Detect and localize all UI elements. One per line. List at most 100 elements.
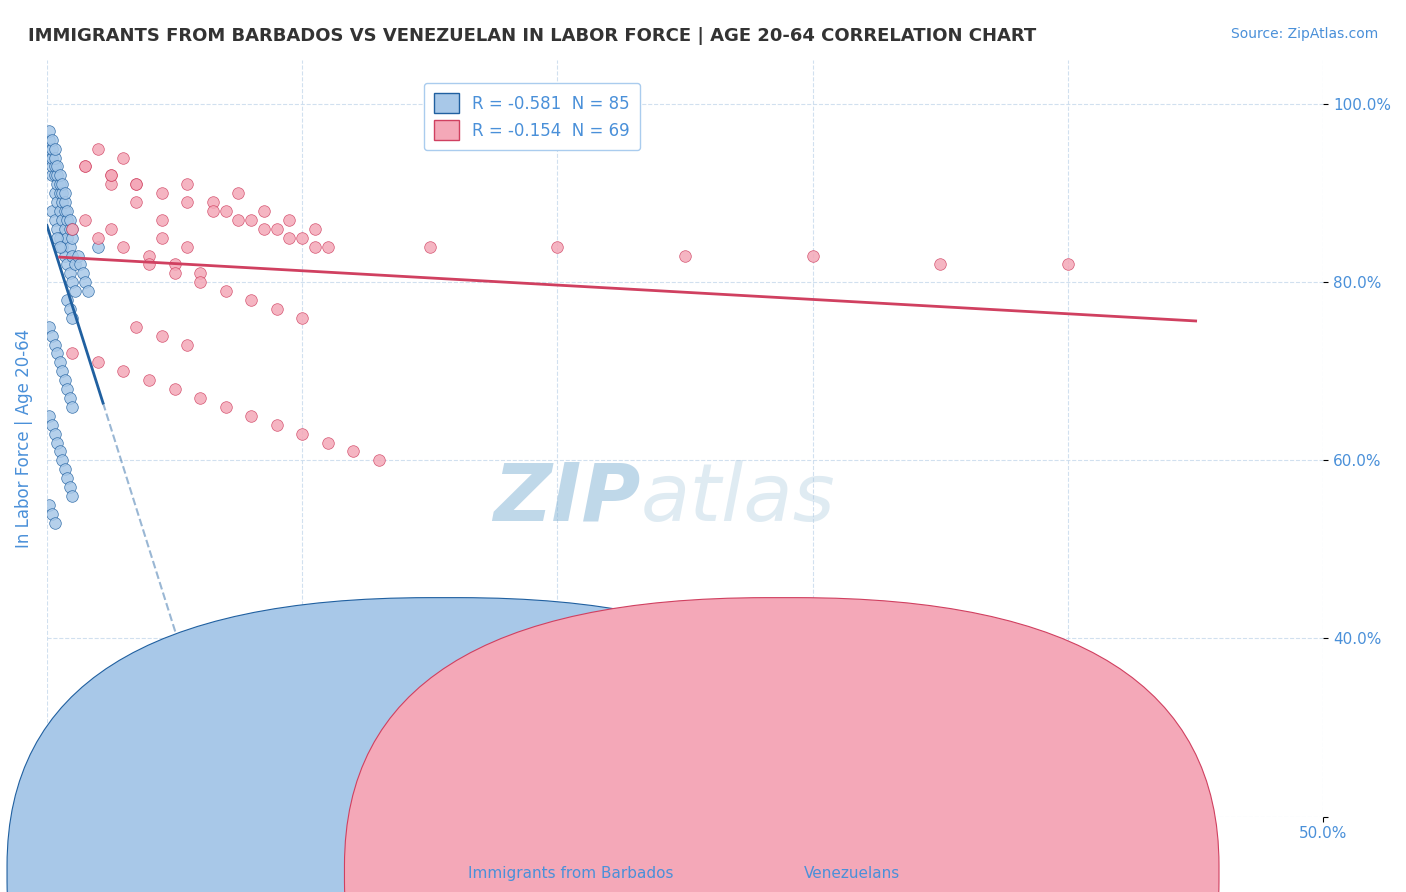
Text: atlas: atlas	[640, 459, 835, 538]
Point	[1057, 257, 1080, 271]
Point	[176, 337, 198, 351]
Point	[48, 178, 70, 192]
Point	[163, 382, 186, 396]
Point	[138, 257, 160, 271]
Point	[75, 213, 97, 227]
Point	[51, 239, 73, 253]
Point	[291, 230, 314, 244]
Point	[51, 453, 73, 467]
Point	[59, 222, 82, 236]
Point	[41, 151, 63, 165]
Point	[62, 489, 84, 503]
Point	[201, 195, 224, 210]
Point	[69, 257, 91, 271]
Point	[75, 275, 97, 289]
Point	[38, 319, 60, 334]
Point	[240, 409, 263, 423]
Point	[56, 293, 79, 307]
Point	[163, 257, 186, 271]
Point	[44, 186, 66, 201]
Point	[291, 426, 314, 441]
Point	[112, 364, 135, 378]
Point	[53, 222, 76, 236]
Point	[214, 204, 236, 219]
Point	[201, 204, 224, 219]
Point	[41, 328, 63, 343]
Point	[278, 230, 301, 244]
Point	[51, 186, 73, 201]
Point	[138, 373, 160, 387]
Point	[46, 169, 69, 183]
Point	[150, 213, 173, 227]
Text: Venezuelans: Venezuelans	[804, 866, 900, 880]
Point	[125, 319, 148, 334]
Point	[266, 301, 288, 316]
Point	[367, 453, 389, 467]
Point	[673, 248, 696, 262]
Point	[41, 417, 63, 432]
Point	[51, 178, 73, 192]
Point	[176, 195, 198, 210]
Point	[150, 186, 173, 201]
Point	[41, 169, 63, 183]
Point	[59, 301, 82, 316]
Point	[188, 391, 211, 405]
Point	[150, 230, 173, 244]
Point	[46, 435, 69, 450]
Point	[76, 284, 98, 298]
Point	[46, 160, 69, 174]
Point	[63, 284, 86, 298]
Point	[59, 213, 82, 227]
Point	[44, 151, 66, 165]
Point	[62, 230, 84, 244]
Text: ZIP: ZIP	[494, 459, 640, 538]
Point	[125, 178, 148, 192]
Point	[112, 239, 135, 253]
Point	[48, 355, 70, 369]
Point	[59, 480, 82, 494]
Point	[66, 248, 89, 262]
Point	[56, 230, 79, 244]
Text: Source: ZipAtlas.com: Source: ZipAtlas.com	[1230, 27, 1378, 41]
Point	[46, 346, 69, 360]
Point	[48, 169, 70, 183]
Point	[62, 400, 84, 414]
Point	[46, 178, 69, 192]
Point	[41, 160, 63, 174]
Point	[44, 160, 66, 174]
Point	[62, 346, 84, 360]
Point	[304, 239, 326, 253]
Point	[62, 222, 84, 236]
Point	[38, 151, 60, 165]
Point	[240, 213, 263, 227]
Point	[176, 239, 198, 253]
Point	[100, 222, 122, 236]
Point	[53, 195, 76, 210]
Text: IMMIGRANTS FROM BARBADOS VS VENEZUELAN IN LABOR FORCE | AGE 20-64 CORRELATION CH: IMMIGRANTS FROM BARBADOS VS VENEZUELAN I…	[28, 27, 1036, 45]
Point	[75, 160, 97, 174]
Point	[304, 222, 326, 236]
Point	[46, 230, 69, 244]
Point	[48, 204, 70, 219]
Point	[62, 275, 84, 289]
Point	[62, 248, 84, 262]
Point	[125, 178, 148, 192]
Point	[44, 169, 66, 183]
Point	[240, 293, 263, 307]
Point	[188, 275, 211, 289]
Point	[87, 142, 110, 156]
Point	[53, 186, 76, 201]
Point	[214, 284, 236, 298]
Point	[56, 471, 79, 485]
Point	[48, 186, 70, 201]
Point	[228, 213, 250, 227]
Point	[59, 391, 82, 405]
Point	[56, 204, 79, 219]
Point	[48, 230, 70, 244]
Point	[44, 142, 66, 156]
Point	[214, 400, 236, 414]
Point	[100, 169, 122, 183]
Point	[342, 444, 364, 458]
Point	[41, 507, 63, 521]
Point	[44, 516, 66, 530]
